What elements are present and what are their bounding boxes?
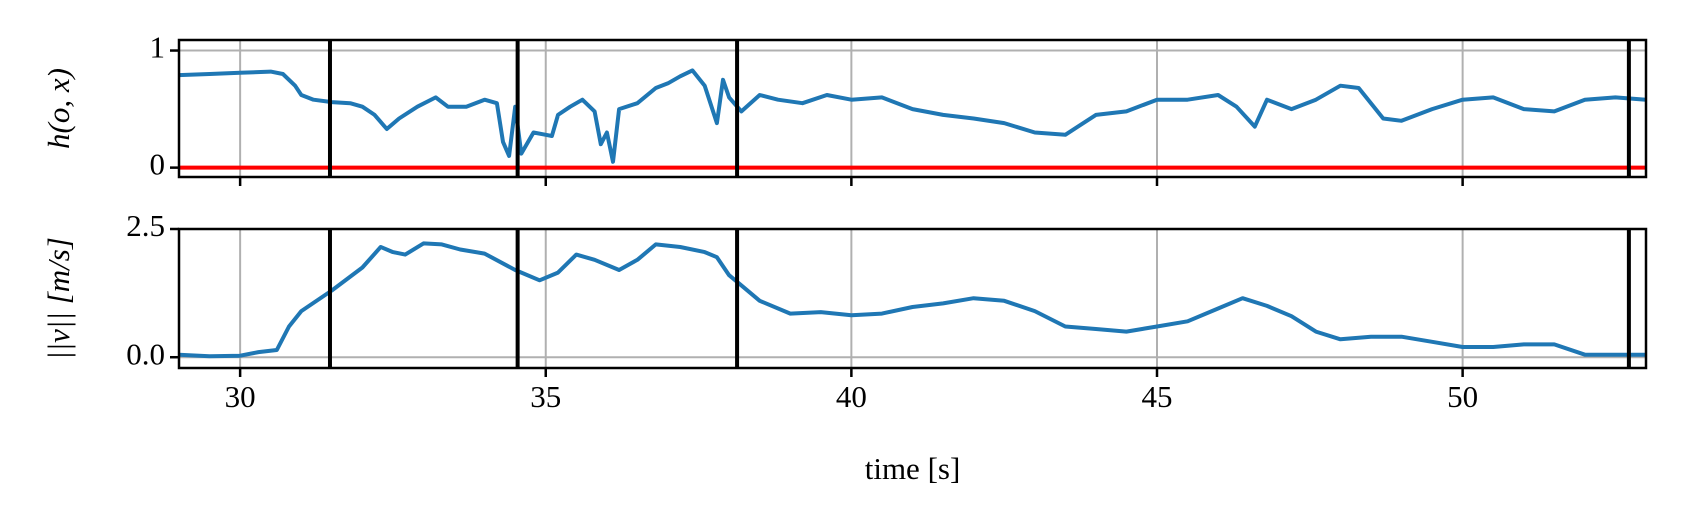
x-tick-label: 30 xyxy=(225,379,256,414)
x-tick-label: 50 xyxy=(1447,379,1478,414)
axes-frame xyxy=(177,38,1648,179)
y-axis-label: ||v|| [m/s] xyxy=(41,237,76,360)
x-tick-label: 40 xyxy=(836,379,867,414)
x-tick-label: 35 xyxy=(530,379,561,414)
y-tick-label: 0.0 xyxy=(126,336,165,371)
x-tick-label: 45 xyxy=(1142,379,1173,414)
y-tick-label: 2.5 xyxy=(126,208,165,243)
y-axis-label: h(o, x) xyxy=(41,68,76,149)
y-tick-label: 1 xyxy=(150,30,166,65)
axes-frame xyxy=(177,227,1648,370)
x-axis-label: time [s] xyxy=(865,451,961,486)
data-line xyxy=(178,68,1647,164)
y-tick-label: 0 xyxy=(150,147,166,182)
data-line xyxy=(178,241,1646,359)
